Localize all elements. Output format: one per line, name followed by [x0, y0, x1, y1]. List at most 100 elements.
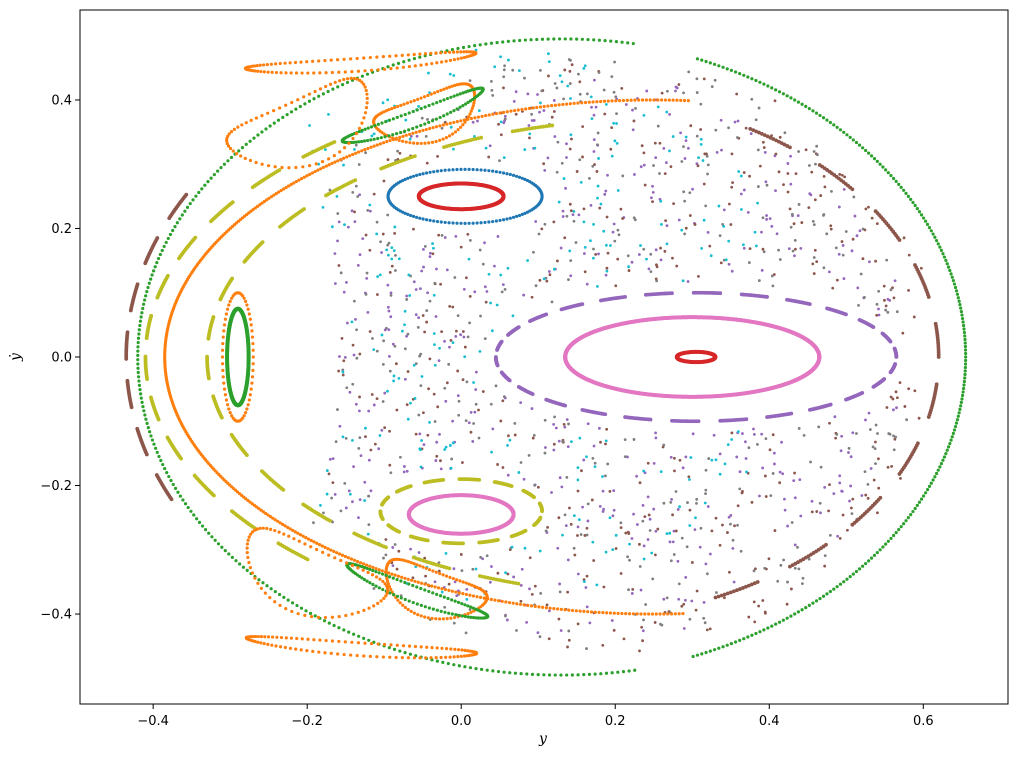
data-point: [895, 396, 899, 400]
data-point: [756, 148, 760, 152]
data-point: [391, 564, 395, 568]
data-point: [438, 124, 442, 128]
data-point: [763, 566, 767, 570]
data-point: [864, 493, 868, 497]
data-point: [501, 218, 506, 222]
data-point: [828, 533, 832, 537]
data-point: [851, 497, 855, 501]
data-point: [467, 167, 471, 171]
data-point: [557, 200, 561, 204]
data-point: [579, 533, 583, 536]
data-point: [729, 223, 733, 226]
data-point: [852, 195, 856, 199]
data-point: [317, 543, 322, 547]
data-point: [468, 593, 472, 597]
data-point: [739, 292, 744, 297]
data-point: [461, 592, 465, 596]
data-point: [367, 458, 371, 462]
data-point: [382, 141, 386, 145]
data-point: [834, 436, 838, 440]
data-point: [388, 429, 391, 433]
data-point: [342, 163, 345, 167]
data-point: [351, 343, 355, 347]
data-point: [682, 98, 687, 103]
data-point: [530, 295, 534, 299]
data-point: [654, 431, 657, 435]
data-point: [713, 78, 717, 82]
data-point: [702, 182, 706, 186]
data-point: [432, 293, 436, 297]
data-point: [572, 514, 576, 518]
data-point: [406, 417, 410, 421]
data-point: [457, 413, 461, 417]
data-point: [679, 98, 683, 102]
data-point: [332, 549, 336, 553]
data-point: [645, 257, 648, 261]
data-point: [707, 457, 711, 460]
data-point: [722, 208, 726, 212]
data-point: [840, 173, 844, 177]
data-point: [640, 98, 645, 102]
data-point: [653, 621, 657, 624]
data-point: [480, 114, 484, 118]
data-point: [516, 108, 520, 112]
data-point: [602, 585, 606, 589]
data-point: [892, 346, 897, 351]
data-point: [797, 203, 801, 206]
data-point: [194, 194, 198, 198]
data-point: [585, 605, 589, 609]
data-point: [144, 452, 149, 457]
data-point: [331, 457, 335, 461]
data-point: [228, 411, 232, 415]
data-point: [616, 228, 620, 232]
data-point: [644, 98, 648, 102]
data-point: [145, 290, 149, 294]
data-point: [635, 474, 639, 478]
data-point: [447, 362, 451, 366]
data-point: [336, 408, 339, 411]
data-point: [380, 333, 384, 337]
data-point: [227, 303, 231, 307]
data-point: [340, 553, 345, 557]
data-point: [412, 57, 417, 61]
data-point: [903, 405, 907, 408]
data-point: [500, 290, 504, 294]
data-point: [872, 478, 876, 482]
data-point: [396, 574, 401, 578]
data-point: [209, 219, 213, 224]
data-point: [668, 540, 672, 544]
data-point: [593, 465, 597, 469]
data-point: [538, 278, 542, 282]
data-point: [851, 237, 855, 241]
data-point: [485, 554, 489, 558]
data-point: [853, 214, 857, 218]
data-point: [712, 433, 716, 437]
data-point: [315, 541, 319, 545]
data-point: [611, 548, 615, 552]
data-point: [786, 190, 790, 194]
data-point: [156, 256, 161, 261]
data-point: [398, 151, 402, 155]
data-point: [334, 440, 338, 444]
data-point: [495, 41, 499, 45]
data-point: [700, 246, 704, 250]
data-point: [778, 481, 782, 485]
data-point: [155, 261, 159, 265]
data-point: [799, 514, 803, 518]
data-point: [592, 113, 596, 117]
data-point: [684, 139, 688, 143]
data-point: [834, 246, 838, 250]
data-point: [353, 210, 356, 214]
data-point: [543, 222, 547, 226]
data-point: [776, 579, 780, 583]
data-point: [736, 136, 739, 139]
data-point: [726, 531, 729, 534]
data-point: [874, 423, 878, 427]
data-point: [752, 569, 756, 573]
data-point: [281, 487, 286, 492]
data-point: [390, 572, 394, 576]
data-point: [578, 609, 582, 613]
data-point: [720, 148, 723, 152]
data-point: [388, 369, 392, 373]
data-point: [641, 519, 645, 523]
